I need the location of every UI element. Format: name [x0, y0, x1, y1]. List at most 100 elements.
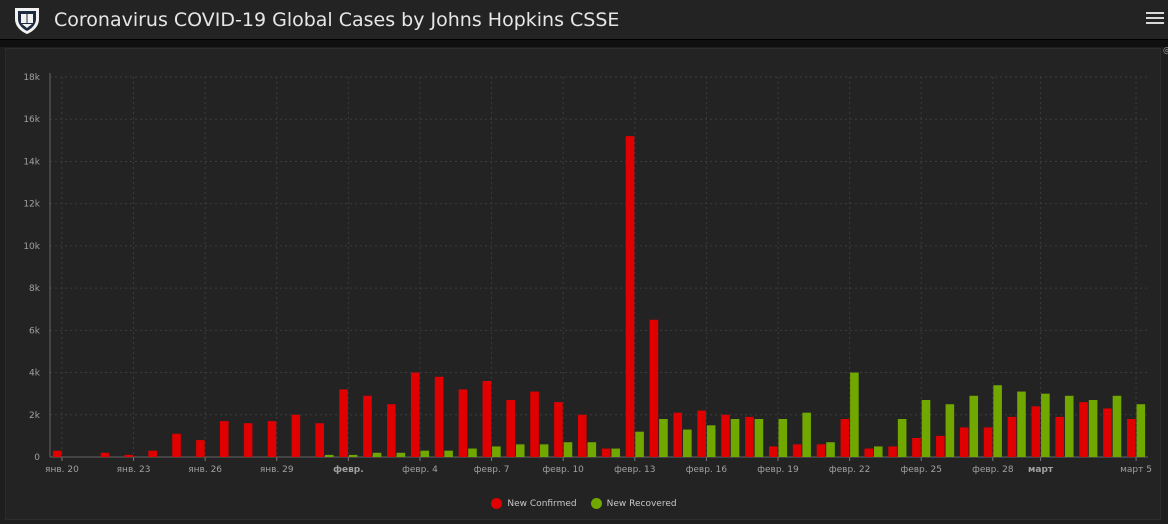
bar-new-recovered[interactable] — [635, 431, 644, 457]
bar-new-recovered[interactable] — [420, 450, 430, 457]
x-tick-label: февр. 19 — [757, 465, 799, 475]
bar-new-recovered[interactable] — [873, 446, 883, 457]
bar-new-confirmed[interactable] — [172, 433, 181, 457]
bar-new-confirmed[interactable] — [983, 427, 993, 457]
bar-new-recovered[interactable] — [515, 444, 525, 457]
panel-corner-icon[interactable]: ◎ — [1163, 46, 1168, 56]
bar-new-confirmed[interactable] — [267, 421, 277, 457]
bar-new-confirmed[interactable] — [315, 423, 325, 457]
bar-new-confirmed[interactable] — [768, 446, 778, 457]
bar-new-recovered[interactable] — [706, 425, 716, 457]
bar-new-confirmed[interactable] — [1031, 406, 1041, 457]
bar-new-confirmed[interactable] — [864, 448, 874, 457]
bar-new-recovered[interactable] — [492, 446, 501, 457]
bar-new-confirmed[interactable] — [649, 319, 659, 457]
header-divider — [0, 40, 1168, 47]
bar-new-recovered[interactable] — [969, 395, 979, 457]
bar-new-recovered[interactable] — [1136, 404, 1146, 457]
bar-new-confirmed[interactable] — [363, 395, 372, 457]
bar-new-confirmed[interactable] — [959, 427, 969, 457]
bar-new-recovered[interactable] — [444, 450, 453, 457]
bar-new-recovered[interactable] — [1112, 395, 1122, 457]
bar-new-recovered[interactable] — [587, 442, 597, 457]
x-tick-label: февр. 28 — [972, 465, 1014, 475]
bar-new-recovered[interactable] — [754, 419, 764, 457]
university-shield-icon — [15, 8, 39, 34]
bar-new-confirmed[interactable] — [100, 452, 110, 457]
y-tick-label: 4k — [29, 369, 41, 379]
bar-new-confirmed[interactable] — [291, 414, 301, 457]
bar-new-recovered[interactable] — [945, 404, 955, 457]
x-tick-label: февр. 10 — [542, 465, 584, 475]
page-title: Coronavirus COVID-19 Global Cases by Joh… — [54, 9, 620, 31]
bar-new-recovered[interactable] — [1041, 393, 1050, 457]
bar-new-confirmed[interactable] — [792, 444, 802, 457]
bar-new-confirmed[interactable] — [148, 450, 157, 457]
bar-new-recovered[interactable] — [1017, 391, 1026, 457]
bar-new-confirmed[interactable] — [721, 414, 730, 457]
bar-new-confirmed[interactable] — [577, 414, 587, 457]
x-tick-label: февр. 7 — [474, 465, 510, 475]
bar-new-recovered[interactable] — [372, 452, 382, 457]
bar-new-confirmed[interactable] — [1079, 402, 1088, 457]
bar-new-recovered[interactable] — [730, 419, 740, 457]
bar-new-confirmed[interactable] — [673, 412, 683, 457]
bar-new-recovered[interactable] — [778, 419, 788, 457]
bar-new-confirmed[interactable] — [52, 450, 62, 457]
bar-new-confirmed[interactable] — [697, 410, 706, 457]
bar-new-recovered[interactable] — [396, 452, 406, 457]
bar-new-confirmed[interactable] — [1007, 416, 1017, 457]
bar-new-confirmed[interactable] — [219, 421, 229, 457]
bar-new-recovered[interactable] — [563, 442, 573, 457]
bar-new-confirmed[interactable] — [458, 389, 468, 457]
bar-new-recovered[interactable] — [993, 385, 1002, 457]
bar-new-confirmed[interactable] — [387, 404, 396, 457]
legend-item-confirmed[interactable]: New Confirmed — [491, 498, 577, 509]
y-tick-label: 6k — [29, 326, 41, 336]
bar-new-recovered[interactable] — [826, 442, 835, 457]
bar-new-recovered[interactable] — [683, 429, 692, 457]
bar-new-confirmed[interactable] — [1055, 416, 1064, 457]
bar-new-confirmed[interactable] — [936, 435, 945, 457]
legend-item-recovered[interactable]: New Recovered — [590, 498, 677, 509]
bar-new-recovered[interactable] — [1088, 400, 1098, 457]
hamburger-menu-icon[interactable] — [1146, 9, 1164, 29]
bar-new-confirmed[interactable] — [124, 454, 134, 457]
bar-new-recovered[interactable] — [611, 448, 621, 457]
bar-new-confirmed[interactable] — [530, 391, 539, 457]
bar-new-confirmed[interactable] — [1103, 408, 1112, 457]
bar-new-recovered[interactable] — [539, 444, 549, 457]
bar-new-recovered[interactable] — [348, 454, 358, 457]
bar-new-recovered[interactable] — [1064, 395, 1074, 457]
bar-new-confirmed[interactable] — [888, 446, 897, 457]
bar-new-confirmed[interactable] — [410, 372, 420, 457]
x-tick-label: март — [1028, 465, 1054, 475]
x-tick-label: янв. 29 — [260, 465, 294, 475]
x-tick-label: янв. 23 — [117, 465, 151, 475]
bar-new-confirmed[interactable] — [912, 438, 921, 457]
bar-new-confirmed[interactable] — [434, 376, 444, 457]
bar-new-recovered[interactable] — [324, 454, 334, 457]
bar-new-confirmed[interactable] — [625, 136, 635, 457]
y-tick-label: 2k — [29, 411, 41, 421]
bar-new-confirmed[interactable] — [1126, 419, 1136, 457]
bar-new-confirmed[interactable] — [506, 400, 515, 457]
bar-new-confirmed[interactable] — [339, 389, 348, 457]
bar-new-confirmed[interactable] — [601, 448, 611, 457]
bar-new-recovered[interactable] — [468, 448, 477, 457]
bar-new-recovered[interactable] — [659, 419, 668, 457]
y-tick-label: 16k — [23, 115, 40, 125]
bar-new-recovered[interactable] — [802, 412, 811, 457]
legend-swatch-confirmed — [491, 498, 503, 509]
bar-new-recovered[interactable] — [897, 419, 907, 457]
bar-new-confirmed[interactable] — [243, 423, 253, 457]
bar-new-recovered[interactable] — [921, 400, 931, 457]
bar-new-recovered[interactable] — [850, 372, 859, 457]
bar-new-confirmed[interactable] — [840, 419, 850, 457]
bar-new-confirmed[interactable] — [554, 402, 563, 457]
bar-new-confirmed[interactable] — [745, 416, 754, 457]
bar-new-confirmed[interactable] — [482, 381, 492, 457]
bar-new-confirmed[interactable] — [196, 440, 205, 457]
bar-new-confirmed[interactable] — [816, 444, 826, 457]
